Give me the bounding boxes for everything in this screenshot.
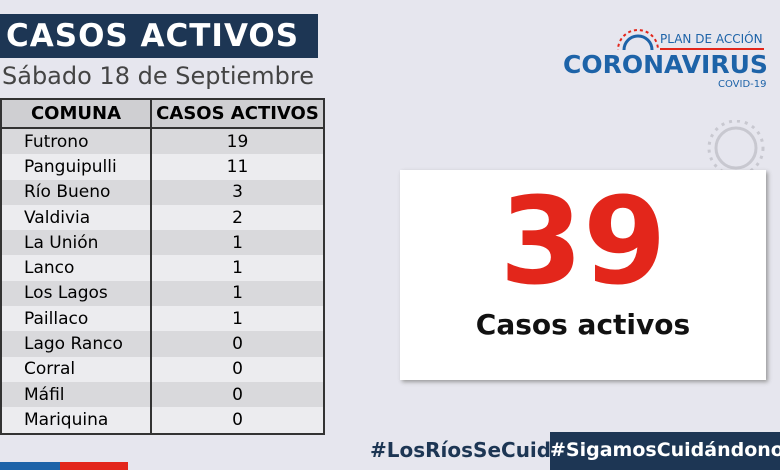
comuna-cell: Los Lagos [1,280,152,307]
comuna-cell: Máfil [1,381,152,408]
cases-cell: 0 [151,356,325,382]
logo-name: CORONAVIRUS [563,50,768,79]
logo-icon [617,29,659,50]
table-row: La Unión 1 [1,230,325,256]
comuna-cell: Valdivia [1,204,152,231]
logo-sub: COVID-19 [718,79,767,90]
cases-cell: 1 [151,255,325,281]
table-row: Valdivia 2 [1,204,325,231]
virus-icon [707,120,765,172]
cases-cell: 19 [151,128,325,155]
flag-red [60,462,128,470]
flag-blue [0,462,60,470]
hashtag: #LosRíosSeCuida [370,438,565,462]
total-box: 39 Casos activos [400,170,766,380]
hashtag: #SigamosCuidándonos [550,432,780,470]
table-row: Lago Ranco 0 [1,331,325,357]
table-row: Corral 0 [1,356,325,382]
cases-cell: 0 [151,331,325,357]
logo-top: PLAN DE ACCIÓN [660,32,763,46]
cases-cell: 3 [151,179,325,205]
comuna-cell: Mariquina [1,407,152,434]
table-row: Los Lagos 1 [1,280,325,307]
cases-table: COMUNA CASOS ACTIVOS Futrono 19 Panguipull… [0,98,325,435]
cases-cell: 1 [151,230,325,256]
table-row: Río Bueno 3 [1,179,325,205]
cases-cell: 1 [151,280,325,307]
comuna-cell: La Unión [1,230,152,256]
cases-cell: 0 [151,381,325,408]
cases-cell: 2 [151,204,325,231]
comuna-cell: Paillaco [1,306,152,332]
cases-cell: 11 [151,154,325,180]
comuna-cell: Río Bueno [1,179,152,205]
logo-rule [660,48,764,50]
cases-cell: 1 [151,306,325,332]
comuna-cell: Futrono [1,128,152,155]
comuna-cell: Lanco [1,255,152,281]
column-header: CASOS ACTIVOS [151,99,325,129]
table-row: Paillaco 1 [1,306,325,332]
total-label: Casos activos [475,308,691,341]
table-row: Futrono 19 [1,128,325,155]
comuna-cell: Corral [1,356,152,382]
table-row: Panguipulli 11 [1,154,325,180]
table-row: Lanco 1 [1,255,325,281]
cases-cell: 0 [151,407,325,434]
comuna-cell: Panguipulli [1,154,152,180]
title: CASOS ACTIVOS [0,14,318,58]
total-value: 39 [499,173,667,312]
table-row: Mariquina 0 [1,407,325,434]
column-header: COMUNA [1,99,152,129]
comuna-cell: Lago Ranco [1,331,152,357]
table-row: Máfil 0 [1,381,325,408]
date: Sábado 18 de Septiembre [2,62,315,90]
